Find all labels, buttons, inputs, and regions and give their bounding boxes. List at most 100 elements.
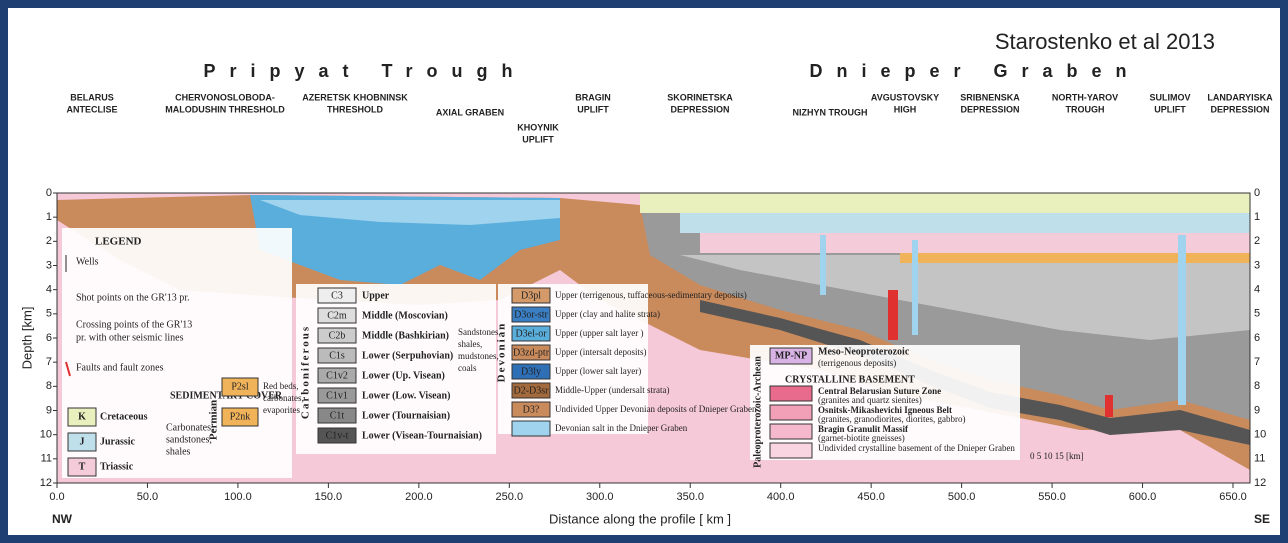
- y-tick-label: 7: [46, 356, 52, 368]
- legend-title: CRYSTALLINE BASEMENT: [785, 374, 915, 385]
- scale-bar: 0 5 10 15 [km]: [1030, 451, 1084, 461]
- legend-code: K: [78, 411, 86, 422]
- legend-code: C2b: [329, 330, 346, 341]
- salt-dome: [1178, 235, 1186, 405]
- region-label: SKORINETSKA: [667, 92, 733, 102]
- legend-text: Wells: [76, 256, 99, 267]
- region-label: BELARUS: [70, 92, 114, 102]
- region-label: SULIMOV: [1149, 92, 1190, 102]
- region-label: TROUGH: [1066, 104, 1105, 114]
- legend-text: Undivided Upper Devonian deposits of Dni…: [555, 404, 757, 414]
- y-tick-label: 3: [1254, 259, 1260, 271]
- legend-text: Sandstones,: [458, 327, 501, 337]
- figure: Starostenko et al 2013Pripyat TroughDnie…: [0, 0, 1288, 543]
- legend-text: Lower (Low. Visean): [362, 390, 450, 401]
- legend-text: Lower (Visean-Tournaisian): [362, 430, 482, 441]
- legend-title: LEGEND: [95, 236, 142, 248]
- x-tick-label: 300.0: [586, 491, 614, 503]
- legend-title: Carboniferous: [300, 325, 312, 419]
- legend-code: D3pl: [521, 290, 541, 301]
- legend-text: (terrigenous deposits): [818, 358, 896, 368]
- legend-code: C1v1: [326, 390, 348, 401]
- legend-text: Faults and fault zones: [76, 362, 164, 373]
- legend-text: Upper (upper salt layer ): [555, 328, 643, 338]
- y-axis-label: Depth [km]: [19, 307, 34, 370]
- legend-swatch: [770, 405, 812, 420]
- legend-text: (garnet-biotite gneisses): [818, 433, 905, 443]
- legend-text: Lower (Up. Visean): [362, 370, 445, 381]
- x-tick-label: 250.0: [496, 491, 524, 503]
- region-label: ANTECLISE: [66, 104, 117, 114]
- legend-code: D3or-str: [514, 309, 548, 320]
- page: {"credit":"Starostenko et al 2013", "hea…: [0, 0, 1288, 543]
- y-tick-label: 2: [46, 235, 52, 247]
- fault-zone: [1105, 395, 1113, 417]
- y-tick-label: 5: [1254, 308, 1260, 320]
- y-tick-label: 4: [46, 284, 52, 296]
- legend-text: Upper (terrigenous, tuffaceous-sedimenta…: [555, 290, 747, 300]
- legend-text: Lower (Tournaisian): [362, 410, 450, 421]
- fault-zone: [888, 290, 898, 340]
- legend-text: Cretaceous: [100, 411, 148, 422]
- salt-dome: [820, 235, 826, 295]
- region-label: BRAGIN: [575, 92, 611, 102]
- region-label: SRIBNENSKA: [960, 92, 1020, 102]
- region-label: AXIAL GRABEN: [436, 107, 504, 117]
- legend-text: Red beds,: [263, 381, 299, 391]
- legend-text: (granites and quartz sienites): [818, 395, 922, 405]
- y-tick-label: 0: [1254, 187, 1260, 199]
- region-label: DEPRESSION: [1210, 104, 1269, 114]
- legend-code: P2nk: [230, 411, 251, 422]
- legend-title: Permian: [208, 400, 220, 440]
- legend-code: T: [79, 461, 86, 472]
- y-tick-label: 3: [46, 259, 52, 271]
- y-tick-label: 8: [1254, 380, 1260, 392]
- triassic: [700, 233, 1250, 253]
- legend-text: Lower (Serpuhovian): [362, 350, 453, 361]
- y-tick-label: 5: [46, 308, 52, 320]
- legend-text: coals: [458, 363, 477, 373]
- legend-text: Carbonates,: [166, 422, 214, 433]
- heading: Pripyat Trough: [203, 61, 526, 81]
- legend-code: C2m: [327, 310, 347, 321]
- y-tick-label: 11: [1254, 453, 1265, 465]
- legend-code: C3: [331, 290, 343, 301]
- salt-dome: [912, 240, 918, 335]
- y-tick-label: 12: [40, 477, 52, 489]
- region-label: AZERETSK KHOBNINSK: [302, 92, 408, 102]
- region-label: THRESHOLD: [327, 104, 384, 114]
- x-tick-label: 650.0: [1219, 491, 1247, 503]
- legend-code: D2-D3sr: [514, 385, 550, 396]
- x-tick-label: 0.0: [49, 491, 64, 503]
- legend-text: Middle-Upper (undersalt strata): [555, 385, 669, 395]
- legend-text: carbonates,: [263, 393, 304, 403]
- heading: Dnieper Graben: [809, 61, 1140, 81]
- x-tick-label: 500.0: [948, 491, 976, 503]
- y-tick-label: 10: [1254, 429, 1266, 441]
- y-tick-label: 9: [1254, 404, 1260, 416]
- y-tick-label: 12: [1254, 477, 1266, 489]
- x-tick-label: 600.0: [1129, 491, 1157, 503]
- region-label: DEPRESSION: [960, 104, 1019, 114]
- legend-text: Upper: [362, 290, 390, 301]
- direction: SE: [1254, 512, 1270, 526]
- legend-code: MP-NP: [775, 350, 807, 361]
- y-tick-label: 7: [1254, 356, 1260, 368]
- legend-code: P2sl: [231, 381, 248, 392]
- x-tick-label: 150.0: [315, 491, 343, 503]
- region-label: HIGH: [894, 104, 917, 114]
- legend-text: shales: [166, 446, 191, 457]
- legend-text: Crossing points of the GR'13: [76, 319, 192, 330]
- y-tick-label: 1: [46, 211, 52, 223]
- y-tick-label: 2: [1254, 235, 1260, 247]
- region-label: NORTH-YAROV: [1052, 92, 1118, 102]
- x-tick-label: 400.0: [767, 491, 795, 503]
- legend-code: J: [80, 436, 85, 447]
- legend-text: pr. with other seismic lines: [76, 332, 184, 343]
- x-tick-label: 100.0: [224, 491, 252, 503]
- region-label: UPLIFT: [522, 134, 554, 144]
- legend-text: mudstones,: [458, 351, 499, 361]
- legend-text: Triassic: [100, 461, 134, 472]
- x-tick-label: 200.0: [405, 491, 433, 503]
- legend-text: Upper (intersalt deposits): [555, 347, 646, 357]
